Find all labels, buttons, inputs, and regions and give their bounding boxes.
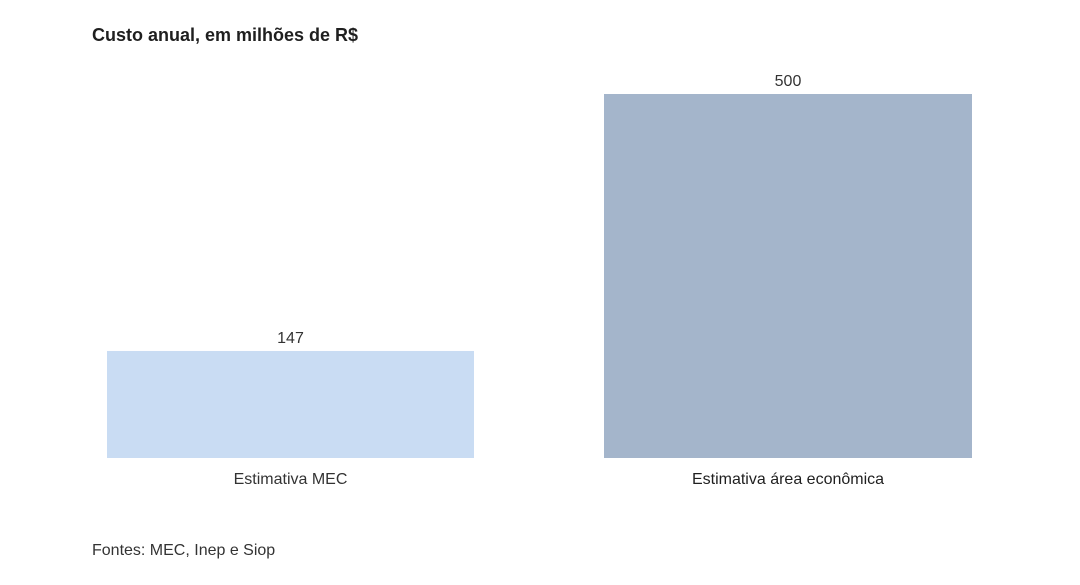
bar-2 xyxy=(604,94,972,458)
category-label-1: Estimativa MEC xyxy=(234,471,348,488)
category-label-2: Estimativa área econômica xyxy=(692,471,884,488)
bar-1 xyxy=(107,350,474,458)
bar-value-label-1: 147 xyxy=(277,330,304,347)
source-note: Fontes: MEC, Inep e Siop xyxy=(92,542,276,559)
chart-title: Custo anual, em milhões de R$ xyxy=(92,25,359,45)
bar-value-label-2: 500 xyxy=(775,73,802,90)
